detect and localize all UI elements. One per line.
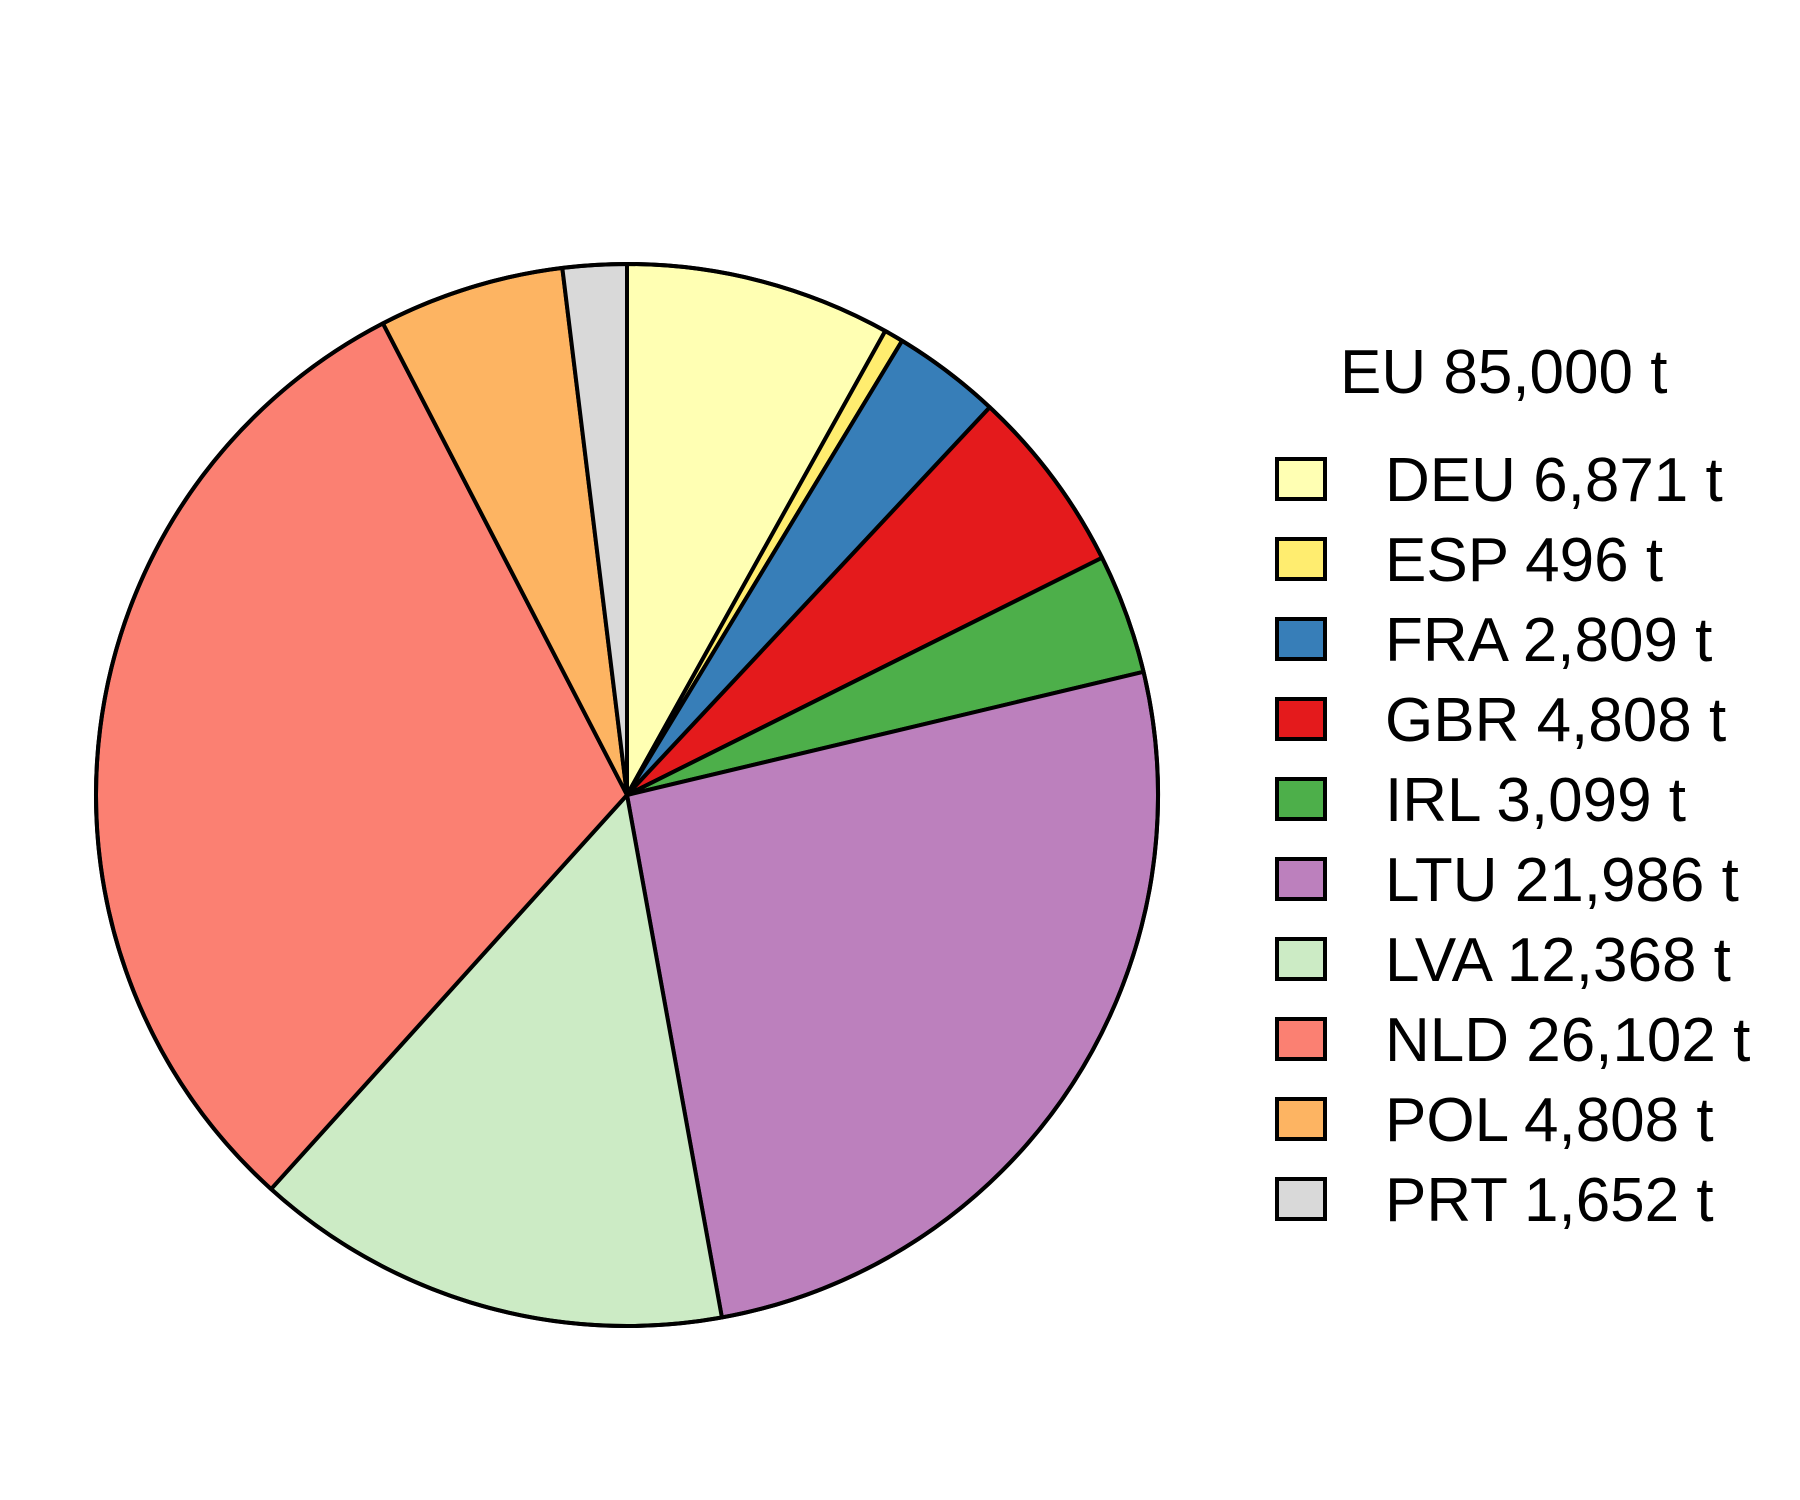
legend-swatch-gbr bbox=[1275, 697, 1327, 741]
legend-swatch-lva bbox=[1275, 937, 1327, 981]
legend-swatch-ltu bbox=[1275, 857, 1327, 901]
legend-label-irl: IRL 3,099 t bbox=[1385, 766, 1686, 835]
legend-label-deu: DEU 6,871 t bbox=[1385, 446, 1723, 515]
legend-label-gbr: GBR 4,808 t bbox=[1385, 686, 1726, 755]
legend-label-esp: ESP 496 t bbox=[1385, 526, 1663, 595]
legend-label-fra: FRA 2,809 t bbox=[1385, 606, 1712, 675]
legend-swatch-fra bbox=[1275, 617, 1327, 661]
legend-swatch-pol bbox=[1275, 1097, 1327, 1141]
legend-label-ltu: LTU 21,986 t bbox=[1385, 846, 1739, 915]
legend: EU 85,000 t DEU 6,871 t ESP 496 t FRA 2,80… bbox=[1275, 338, 1750, 1235]
legend-label-prt: PRT 1,652 t bbox=[1385, 1166, 1714, 1235]
legend-label-lva: LVA 12,368 t bbox=[1385, 926, 1731, 995]
pie-slices bbox=[94, 261, 1160, 1328]
legend-swatch-irl bbox=[1275, 777, 1327, 821]
legend-swatch-esp bbox=[1275, 537, 1327, 581]
legend-title: EU 85,000 t bbox=[1340, 338, 1667, 407]
legend-swatch-nld bbox=[1275, 1017, 1327, 1061]
legend-swatch-prt bbox=[1275, 1177, 1327, 1221]
legend-label-pol: POL 4,808 t bbox=[1385, 1086, 1714, 1155]
legend-label-nld: NLD 26,102 t bbox=[1385, 1006, 1750, 1075]
legend-items: DEU 6,871 t ESP 496 t FRA 2,809 t GBR 4,808… bbox=[1275, 446, 1750, 1235]
legend-swatch-deu bbox=[1275, 457, 1327, 501]
pie-outline bbox=[94, 262, 1160, 1328]
